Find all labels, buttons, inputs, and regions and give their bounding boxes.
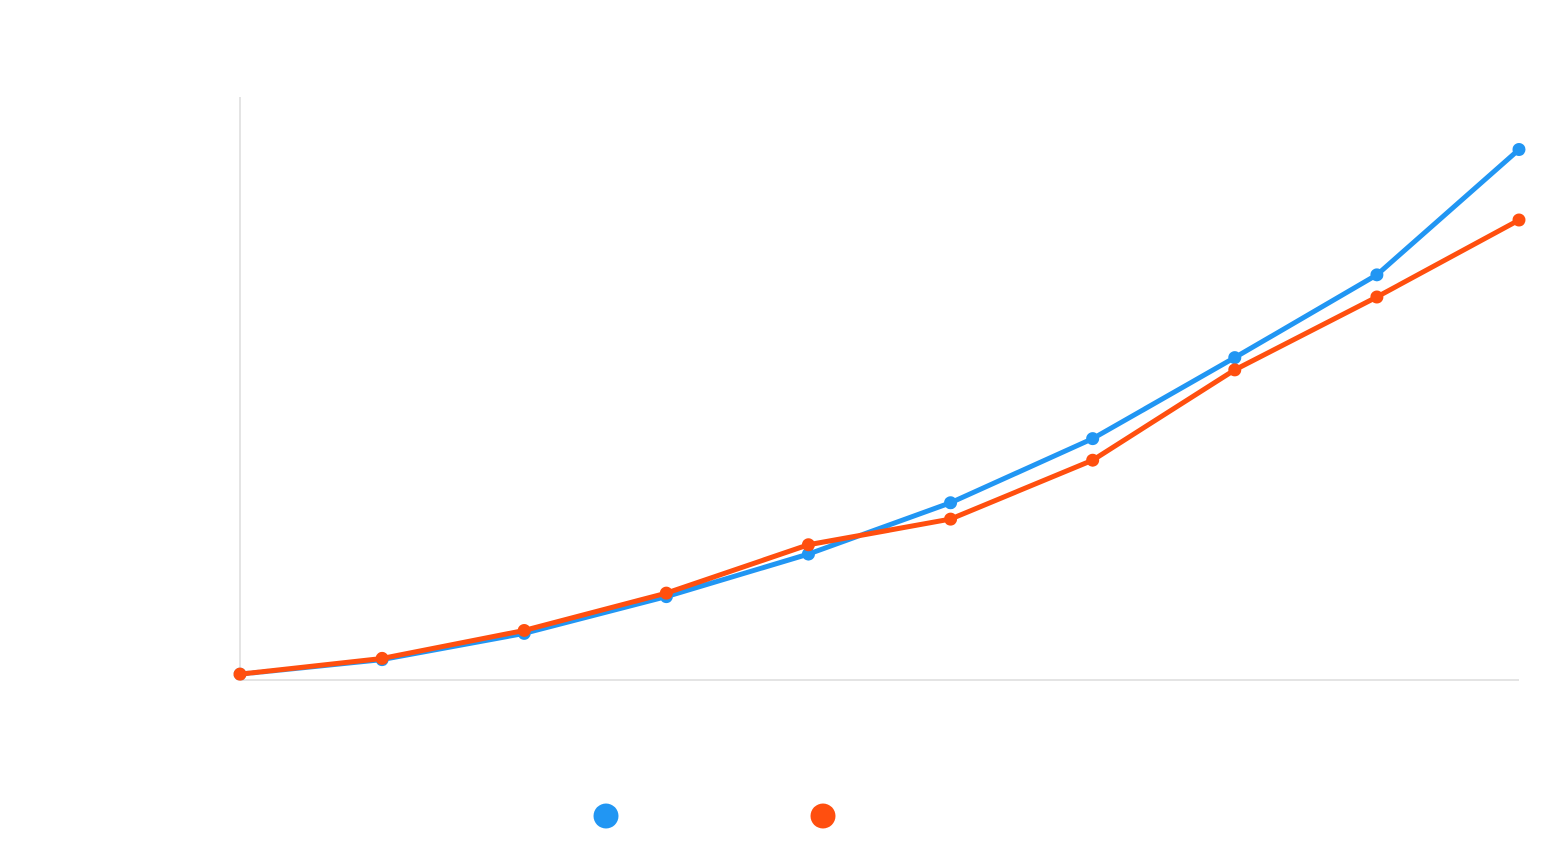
series-2-point bbox=[1512, 213, 1526, 227]
series-2-point bbox=[1228, 363, 1242, 377]
legend-marker-series-1[interactable] bbox=[593, 803, 619, 829]
series-2-point bbox=[801, 538, 815, 552]
series-2 bbox=[233, 213, 1526, 681]
series-layer bbox=[233, 142, 1526, 681]
series-1-point bbox=[1086, 432, 1100, 446]
series-2-point bbox=[1370, 290, 1384, 304]
series-2-point bbox=[659, 586, 673, 600]
series-1-point bbox=[1512, 142, 1526, 156]
series-1 bbox=[233, 142, 1526, 681]
series-2-point bbox=[1086, 453, 1100, 467]
series-2-point bbox=[517, 623, 531, 637]
legend-marker-series-2[interactable] bbox=[810, 803, 836, 829]
series-1-point bbox=[1228, 351, 1242, 365]
series-2-point bbox=[233, 667, 247, 681]
series-1-line bbox=[237, 146, 1522, 677]
series-2-point bbox=[375, 651, 389, 665]
series-2-line bbox=[237, 217, 1522, 677]
series-1-point bbox=[1370, 268, 1384, 282]
legend bbox=[593, 803, 836, 829]
series-2-point bbox=[944, 512, 958, 526]
series-1-point bbox=[801, 547, 815, 561]
series-1-point bbox=[944, 496, 958, 510]
